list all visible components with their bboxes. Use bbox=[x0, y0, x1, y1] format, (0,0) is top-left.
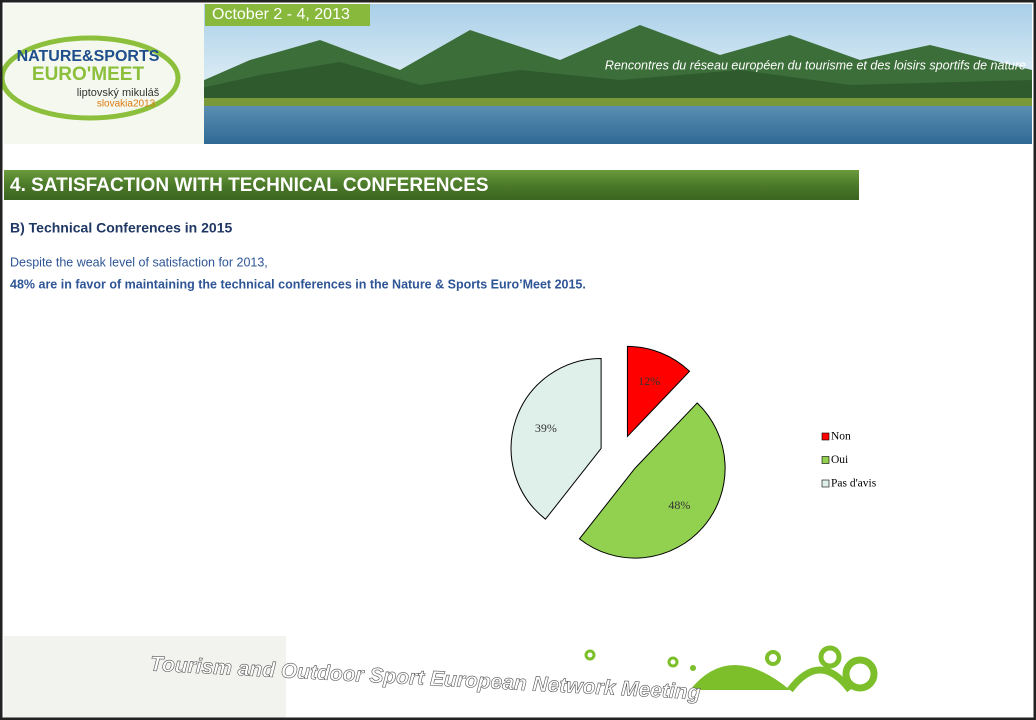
body-text: Despite the weak level of satisfaction f… bbox=[10, 255, 268, 269]
section-title: 4. SATISFACTION WITH TECHNICAL CONFERENC… bbox=[10, 175, 489, 196]
section-bar bbox=[4, 170, 859, 200]
logo-text: liptovský mikuláš bbox=[77, 87, 160, 99]
legend-swatch bbox=[821, 456, 830, 464]
data-label: 39% bbox=[535, 421, 557, 435]
event-date: October 2 - 4, 2013 bbox=[212, 6, 350, 23]
legend-label: Pas d'avis bbox=[831, 478, 877, 490]
logo-text: EURO'MEET bbox=[32, 64, 145, 85]
logo-text: NATURE&SPORTS bbox=[17, 48, 160, 65]
data-label: 12% bbox=[638, 374, 660, 388]
pie-slice bbox=[626, 345, 691, 438]
pie-chart: 12% Non 48% Oui 39% Pas d'avis bbox=[510, 345, 877, 559]
tagline: Rencontres du réseau européen du tourism… bbox=[605, 58, 1026, 72]
data-label: 48% bbox=[668, 498, 690, 512]
pie-slice bbox=[510, 357, 602, 520]
logo-text: slovakia2013 bbox=[97, 99, 156, 110]
legend-swatch bbox=[821, 432, 830, 441]
subtitle: B) Technical Conferences in 2015 bbox=[10, 220, 232, 236]
legend-label: Non bbox=[831, 431, 851, 443]
header-banner: October 2 - 4, 2013 NATURE&SPORTS EURO'M… bbox=[0, 4, 1032, 144]
pie-slice bbox=[578, 402, 726, 559]
body-text: 48% are in favor of maintaining the tech… bbox=[10, 277, 586, 291]
legend-swatch bbox=[821, 479, 830, 488]
legend-label: Oui bbox=[831, 454, 848, 466]
